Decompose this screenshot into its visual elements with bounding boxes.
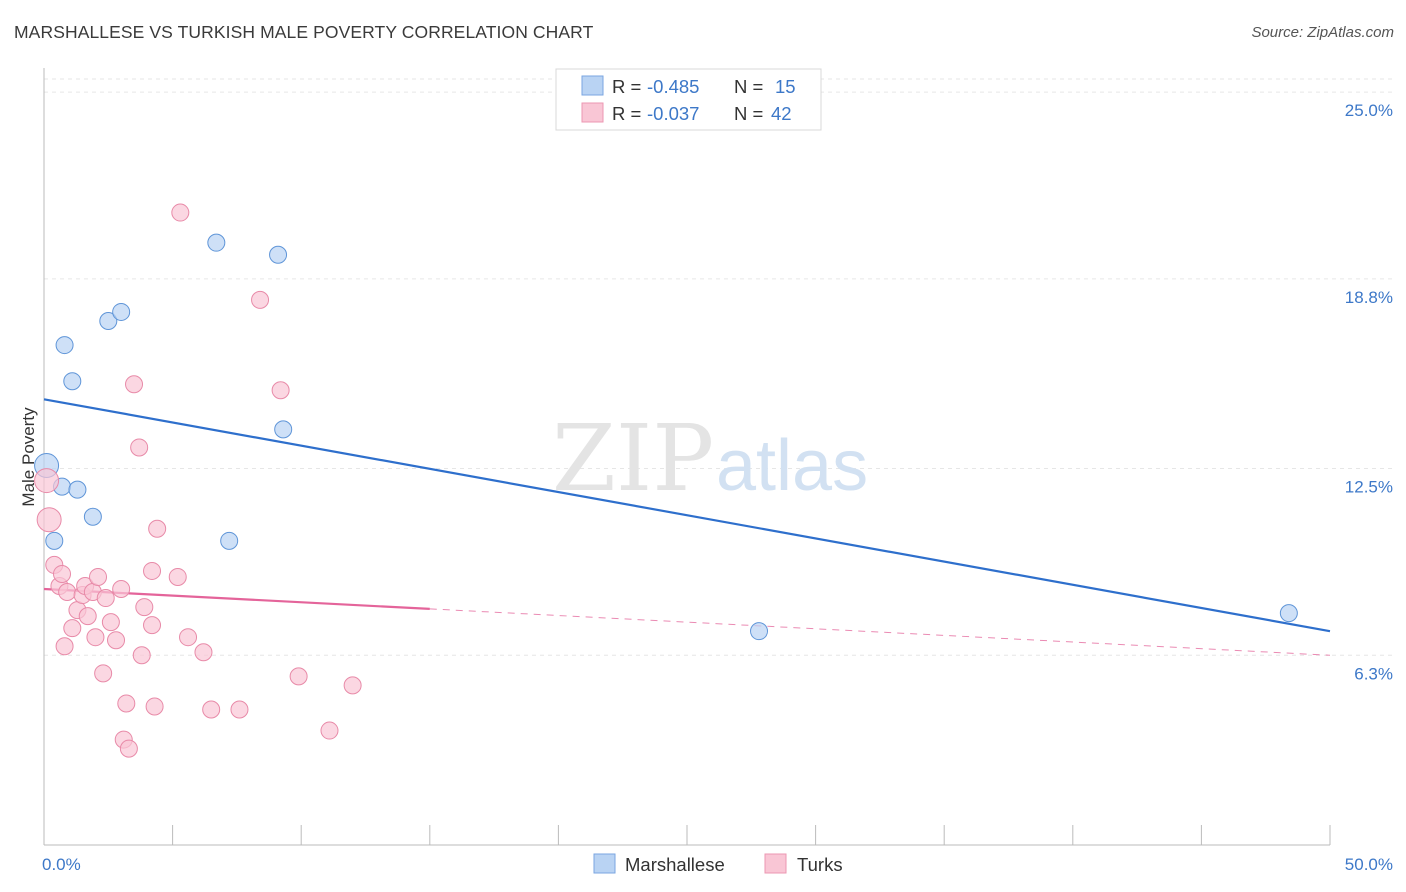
- grid-lines: [44, 78, 1392, 656]
- point-turks-21: [117, 694, 136, 713]
- point-marshallese-14: [1279, 604, 1298, 623]
- watermark-atlas: atlas: [716, 426, 868, 506]
- chart-title: MARSHALLESE VS TURKISH MALE POVERTY CORR…: [14, 22, 594, 42]
- chart-source: Source: ZipAtlas.com: [1251, 24, 1394, 41]
- point-turks-34: [194, 643, 213, 662]
- point-marshallese-6: [83, 507, 102, 526]
- point-turks-0: [34, 468, 60, 494]
- point-turks-33: [179, 628, 198, 647]
- point-marshallese-9: [207, 233, 226, 252]
- point-marshallese-8: [112, 302, 131, 321]
- point-turks-11: [78, 607, 97, 626]
- point-turks-35: [202, 700, 221, 719]
- y-tick-label-3: 25.0%: [1345, 101, 1393, 120]
- x-tick-label-1: 50.0%: [1345, 855, 1393, 874]
- bottom-legend: Marshallese Turks: [593, 853, 843, 875]
- point-turks-25: [132, 646, 151, 665]
- point-marshallese-1: [45, 531, 64, 550]
- point-turks-17: [101, 613, 120, 632]
- bottom-legend-swatch-turks: [764, 853, 787, 874]
- point-marshallese-11: [269, 245, 288, 264]
- x-tick-label-0: 0.0%: [42, 855, 81, 874]
- point-turks-18: [107, 631, 126, 650]
- point-turks-30: [148, 519, 167, 538]
- watermark-zip: ZIP: [552, 405, 714, 512]
- y-tick-label-1: 12.5%: [1345, 478, 1393, 497]
- point-turks-13: [86, 628, 105, 647]
- point-turks-6: [58, 583, 77, 602]
- point-turks-1: [36, 507, 62, 533]
- point-marshallese-3: [55, 336, 74, 355]
- point-marshallese-4: [63, 372, 82, 391]
- point-turks-4: [53, 564, 72, 583]
- point-marshallese-5: [68, 480, 87, 499]
- legend-n-marshallese: 15: [775, 76, 796, 97]
- point-marshallese-10: [220, 531, 239, 550]
- legend-r-marshallese: -0.485: [647, 76, 699, 97]
- point-turks-23: [125, 375, 144, 394]
- y-axis-label: Male Poverty: [19, 407, 38, 507]
- top-legend: R = -0.485 N = 15 R = -0.037 N = 42: [555, 68, 822, 131]
- point-marshallese-7: [99, 311, 118, 330]
- trend-line-marshallese: [43, 398, 1331, 633]
- point-turks-5: [55, 637, 74, 656]
- point-turks-22: [119, 739, 138, 758]
- data-points: [34, 203, 1298, 758]
- legend-swatch-turks: [581, 102, 604, 123]
- point-turks-31: [168, 567, 187, 586]
- trend-line-turks-extension: [429, 608, 1331, 656]
- bottom-legend-swatch-marshallese: [593, 853, 616, 874]
- point-turks-39: [289, 667, 308, 686]
- point-marshallese-13: [750, 622, 769, 641]
- point-turks-7: [63, 619, 82, 638]
- bottom-legend-marshallese: Marshallese: [625, 854, 725, 875]
- y-tick-label-2: 18.8%: [1345, 288, 1393, 307]
- point-turks-26: [135, 598, 154, 617]
- point-turks-16: [96, 589, 115, 608]
- point-turks-15: [94, 664, 113, 683]
- point-turks-14: [89, 567, 108, 586]
- legend-n-label: N =: [734, 76, 763, 97]
- bottom-legend-turks: Turks: [797, 854, 843, 875]
- point-turks-38: [271, 381, 290, 400]
- point-turks-40: [320, 721, 339, 740]
- legend-n-turks: 42: [771, 103, 792, 124]
- point-turks-29: [145, 697, 164, 716]
- point-turks-24: [130, 438, 149, 457]
- legend-r-label: R =: [612, 76, 641, 97]
- legend-swatch-marshallese: [581, 75, 604, 96]
- point-turks-28: [143, 561, 162, 580]
- y-tick-label-0: 6.3%: [1354, 664, 1393, 683]
- y-tick-labels: 6.3% 12.5% 18.8% 25.0%: [1345, 101, 1393, 683]
- x-ticks: 0.0% 50.0%: [42, 825, 1393, 874]
- legend-n-label: N =: [734, 103, 763, 124]
- point-marshallese-12: [274, 420, 293, 439]
- point-turks-27: [143, 616, 162, 635]
- point-turks-37: [251, 290, 270, 309]
- point-turks-19: [112, 580, 131, 599]
- point-turks-41: [343, 676, 362, 695]
- point-turks-32: [171, 203, 190, 222]
- legend-r-label: R =: [612, 103, 641, 124]
- watermark: ZIP atlas: [552, 405, 868, 512]
- point-turks-36: [230, 700, 249, 719]
- legend-r-turks: -0.037: [647, 103, 699, 124]
